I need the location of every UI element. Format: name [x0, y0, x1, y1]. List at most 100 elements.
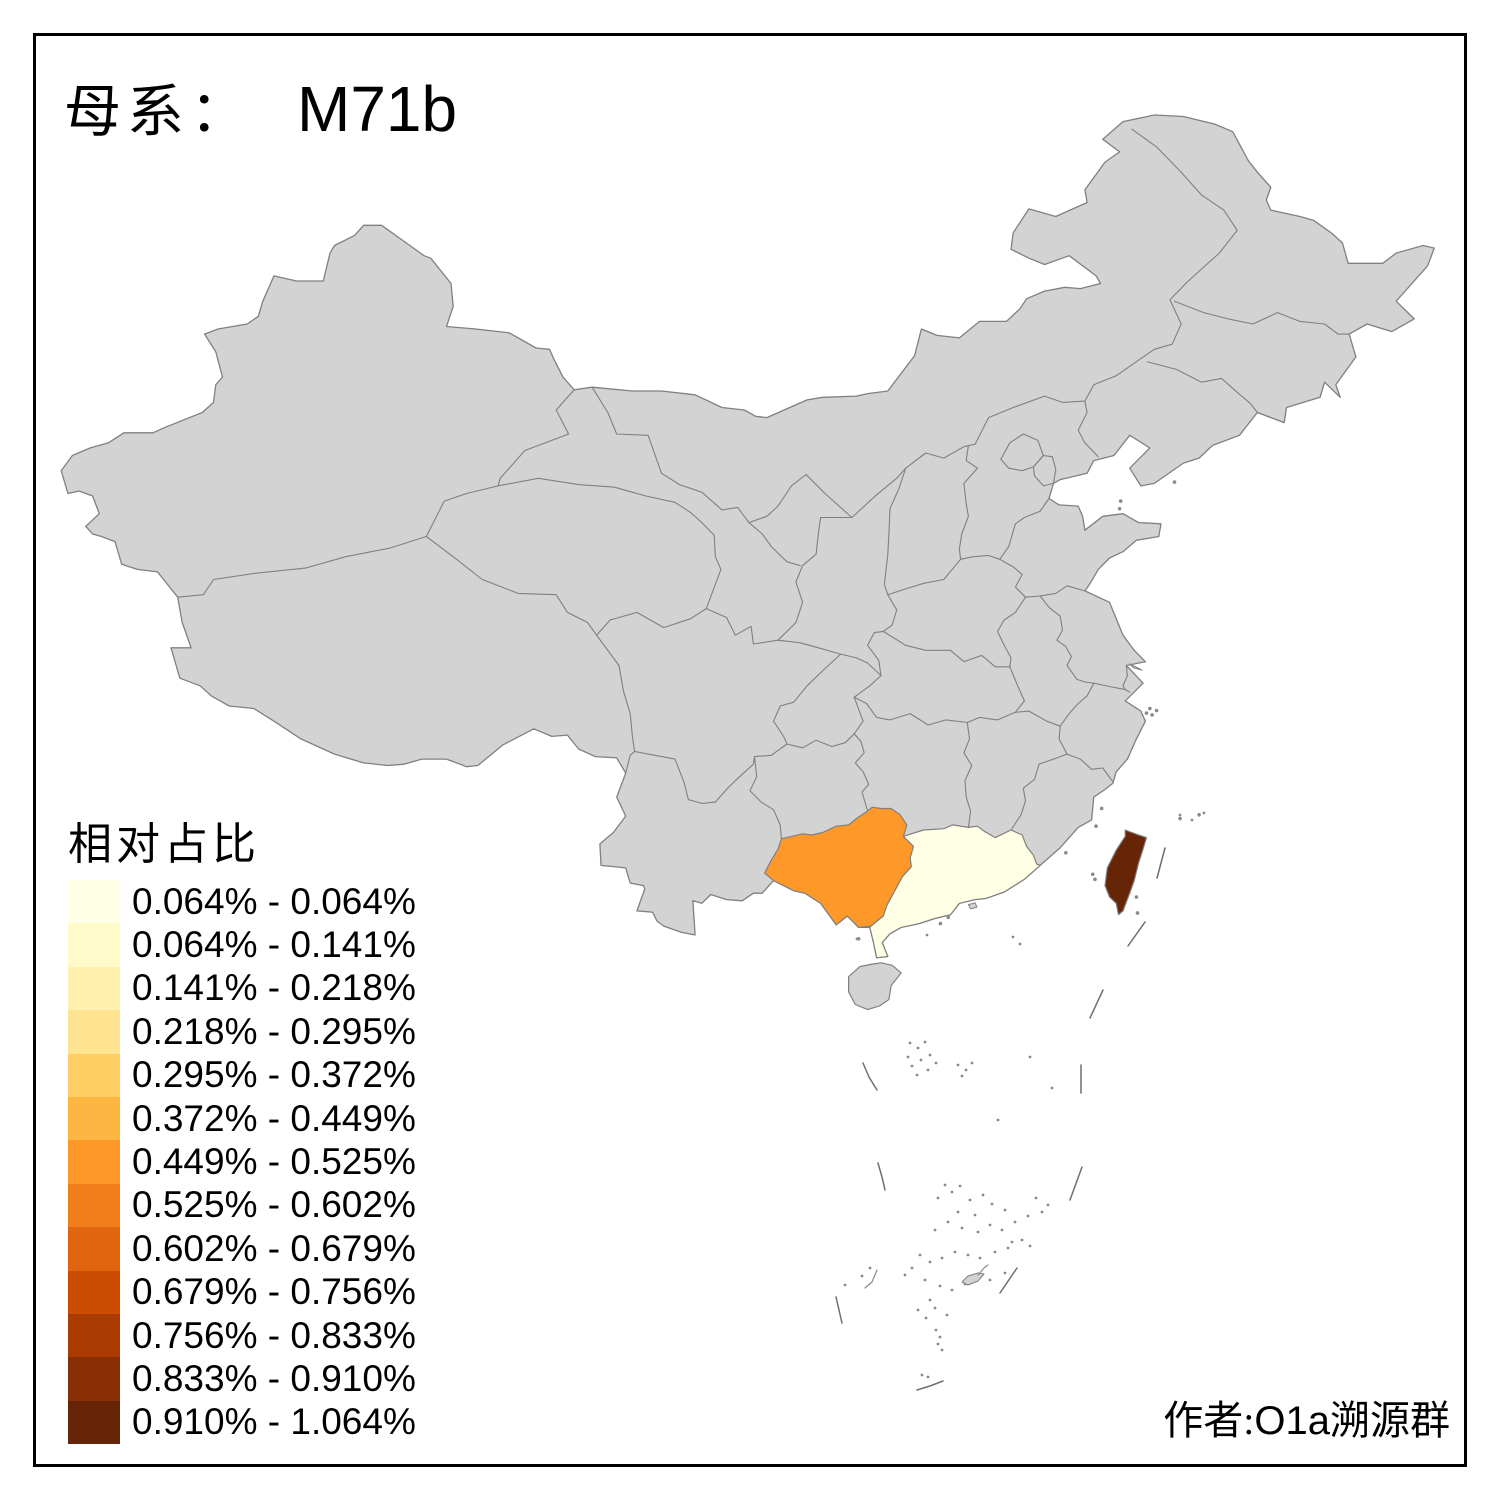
south-china-sea-islet-dot: [1018, 942, 1022, 946]
legend-range-label: 0.449% - 0.525%: [132, 1141, 416, 1183]
south-china-sea-islet-dot: [1026, 1214, 1030, 1218]
legend-range-label: 0.141% - 0.218%: [132, 967, 416, 1009]
province-border-line: [596, 634, 636, 774]
chongming-island: [1129, 663, 1143, 671]
south-china-sea-islet-dot: [1202, 811, 1206, 815]
province-border-line: [1032, 454, 1057, 487]
province-border-line: [748, 473, 853, 524]
south-china-sea-islet-dot: [1011, 935, 1015, 939]
province-border-line: [497, 477, 722, 610]
legend-swatch: [68, 1227, 120, 1271]
province-border-line: [1093, 682, 1131, 693]
south-china-sea-islet-dot: [918, 1253, 922, 1257]
province-border-line: [867, 630, 884, 677]
province-border-line: [882, 630, 1011, 668]
province-border-line: [996, 596, 1027, 668]
legend-range-label: 0.756% - 0.833%: [132, 1314, 416, 1356]
coastal-island-dot: [1093, 877, 1097, 882]
province-border-line: [958, 444, 978, 560]
province-border-line: [1039, 595, 1095, 684]
province-border-line: [749, 756, 782, 840]
south-china-sea-islet-dot: [936, 1196, 940, 1200]
south-china-sea-islet-dot: [973, 1213, 977, 1217]
south-china-sea-islet-dot: [1034, 1196, 1038, 1200]
title-prefix: 母系：: [64, 81, 253, 144]
legend-range-label: 0.064% - 0.141%: [132, 924, 416, 966]
south-china-sea-islet: [961, 1272, 985, 1286]
south-china-sea-islet-dot: [938, 1335, 942, 1339]
legend-range-label: 0.525% - 0.602%: [132, 1184, 416, 1226]
south-china-sea-islet-dot: [1028, 1244, 1032, 1248]
legend-range-label: 0.679% - 0.756%: [132, 1271, 416, 1313]
south-china-sea-islet-dot: [920, 1373, 924, 1377]
south-china-sea-islet-dot: [1000, 1228, 1004, 1232]
legend-item: 0.525% - 0.602%: [68, 1183, 416, 1228]
south-china-sea-islet-dot: [988, 1278, 992, 1282]
province-border-line: [999, 558, 1027, 598]
attribution-suffix: 溯源群: [1330, 1398, 1450, 1443]
south-china-sea-islet-dot: [953, 1250, 957, 1254]
attribution-prefix: 作者:: [1163, 1398, 1255, 1443]
province-border-line: [960, 554, 1001, 560]
south-china-sea-islet-dot: [968, 1198, 972, 1202]
legend-swatch: [68, 1400, 120, 1445]
south-china-sea-islet-dot: [990, 1202, 994, 1206]
south-china-sea-islet-dot: [926, 1068, 930, 1072]
figure-title: 母系： M71b: [64, 66, 457, 148]
province-border-line: [786, 696, 864, 749]
coastal-island-dot: [1172, 480, 1177, 484]
south-china-sea-islet-dot: [996, 1118, 1000, 1122]
south-china-sea-islet-dot: [970, 1061, 974, 1065]
legend-swatch: [68, 1183, 120, 1228]
south-china-sea-islet-dot: [1020, 1238, 1024, 1242]
legend-swatch: [68, 923, 120, 967]
coastal-island-dot: [946, 915, 951, 920]
south-china-sea-islet-dot: [988, 1223, 992, 1227]
province-border-line: [497, 389, 575, 487]
province-taiwan: [1104, 829, 1148, 916]
south-china-sea-islet-dot: [1013, 1220, 1017, 1224]
coastal-island-dot: [1144, 711, 1149, 715]
south-china-sea-islet-dot: [945, 1313, 949, 1317]
legend-range-label: 0.910% - 1.064%: [132, 1401, 416, 1443]
south-china-sea-islet-dot: [1028, 1055, 1032, 1059]
legend-item: 0.756% - 0.833%: [68, 1313, 416, 1358]
title-haplogroup: M71b: [297, 73, 458, 145]
south-china-sea-islet-dot: [843, 1283, 847, 1287]
legend-item: 0.064% - 0.141%: [68, 923, 416, 967]
province-border-line: [634, 750, 756, 804]
legend-range-label: 0.218% - 0.295%: [132, 1010, 416, 1052]
nine-dash-line-segment: [877, 1162, 886, 1191]
province-border-line: [963, 721, 973, 828]
south-china-sea-islet-dot: [933, 1228, 937, 1232]
province-border-line: [772, 653, 842, 745]
south-china-sea-islet-dot: [960, 1226, 964, 1230]
south-china-sea-islet-dot: [928, 1260, 932, 1264]
coastal-island-dot: [1117, 506, 1122, 511]
province-border-line: [853, 696, 968, 726]
province-border-line: [1024, 585, 1086, 598]
province-border-line: [882, 594, 898, 632]
province-border-line: [1066, 753, 1114, 783]
legend-swatch: [68, 966, 120, 1011]
province-border-line: [853, 733, 870, 812]
south-china-sea-islet-dot: [928, 1298, 932, 1302]
south-china-sea-islet-dot: [936, 1342, 940, 1346]
attribution-group-name: O1a: [1254, 1399, 1330, 1443]
legend: 0.064% - 0.064% 0.064% - 0.141% 0.141% - 0…: [68, 880, 416, 1445]
province-border-line: [425, 535, 598, 636]
south-china-sea-islet-dot: [938, 1284, 942, 1288]
south-china-sea-islet-dot: [910, 1266, 914, 1270]
coastal-island-dot: [1134, 895, 1139, 899]
province-border-line: [966, 711, 1016, 724]
legend-swatch: [68, 1096, 120, 1141]
islet-chain-line: [864, 1269, 878, 1289]
legend-swatch: [68, 880, 120, 924]
province-border-line: [883, 467, 907, 596]
coastal-island-dot: [1135, 911, 1140, 915]
south-china-sea-islet-dot: [960, 1074, 964, 1078]
province-border-line: [1059, 682, 1095, 727]
islet-chain-line: [977, 1264, 989, 1276]
coastal-island-dot: [1099, 806, 1104, 811]
